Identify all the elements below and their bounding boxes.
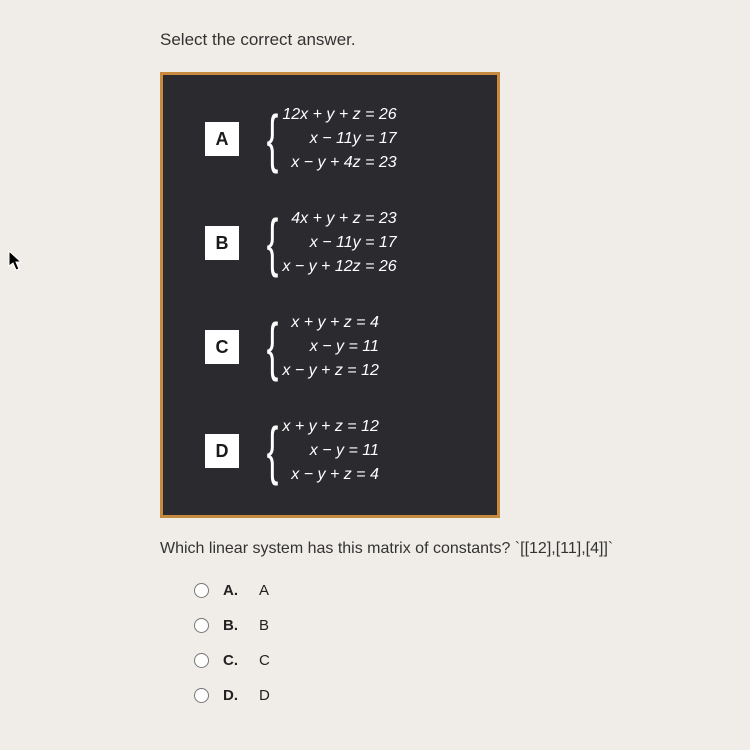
answer-letter: C.: [223, 652, 245, 669]
equation-line: x − 11y = 17: [282, 231, 396, 255]
answer-choice-a[interactable]: A. A: [194, 582, 750, 599]
option-b: B { 4x + y + z = 23 x − 11y = 17 x − y +…: [163, 207, 497, 279]
equation-line: x − y = 11: [282, 439, 379, 463]
equations: 12x + y + z = 26 x − 11y = 17 x − y + 4z…: [282, 103, 396, 175]
answer-letter: A.: [223, 582, 245, 599]
equations: x + y + z = 12 x − y = 11 x − y + z = 4: [282, 415, 379, 487]
equation-line: x − y = 11: [282, 335, 379, 359]
answer-value: C: [259, 652, 270, 669]
question-content: Select the correct answer. A { 12x + y +…: [0, 0, 750, 704]
equation-system: { x + y + z = 4 x − y = 11 x − y + z = 1…: [257, 311, 379, 383]
equation-line: x − 11y = 17: [282, 127, 396, 151]
option-a: A { 12x + y + z = 26 x − 11y = 17 x − y …: [163, 103, 497, 175]
equations: x + y + z = 4 x − y = 11 x − y + z = 12: [282, 311, 379, 383]
equation-line: x − y + 4z = 23: [282, 151, 396, 175]
answer-value: B: [259, 617, 269, 634]
option-label: D: [205, 434, 239, 468]
option-label: A: [205, 122, 239, 156]
radio-input[interactable]: [194, 583, 209, 598]
radio-input[interactable]: [194, 653, 209, 668]
equation-line: 12x + y + z = 26: [282, 103, 396, 127]
equation-line: x − y + 12z = 26: [282, 255, 396, 279]
options-panel: A { 12x + y + z = 26 x − 11y = 17 x − y …: [160, 72, 500, 518]
left-brace-icon: {: [267, 422, 279, 480]
equation-system: { x + y + z = 12 x − y = 11 x − y + z = …: [257, 415, 379, 487]
option-label: C: [205, 330, 239, 364]
prompt-text: Select the correct answer.: [160, 30, 750, 50]
answer-value: A: [259, 582, 269, 599]
equation-system: { 4x + y + z = 23 x − 11y = 17 x − y + 1…: [257, 207, 397, 279]
left-brace-icon: {: [267, 214, 279, 272]
option-c: C { x + y + z = 4 x − y = 11 x − y + z =…: [163, 311, 497, 383]
equation-line: 4x + y + z = 23: [282, 207, 396, 231]
answer-letter: D.: [223, 687, 245, 704]
answer-choice-c[interactable]: C. C: [194, 652, 750, 669]
option-d: D { x + y + z = 12 x − y = 11 x − y + z …: [163, 415, 497, 487]
answer-choices: A. A B. B C. C D. D: [160, 582, 750, 704]
answer-letter: B.: [223, 617, 245, 634]
equation-line: x + y + z = 12: [282, 415, 379, 439]
answer-choice-b[interactable]: B. B: [194, 617, 750, 634]
left-brace-icon: {: [267, 110, 279, 168]
equation-system: { 12x + y + z = 26 x − 11y = 17 x − y + …: [257, 103, 397, 175]
radio-input[interactable]: [194, 618, 209, 633]
equation-line: x − y + z = 4: [282, 463, 379, 487]
equation-line: x + y + z = 4: [282, 311, 379, 335]
radio-input[interactable]: [194, 688, 209, 703]
option-label: B: [205, 226, 239, 260]
equation-line: x − y + z = 12: [282, 359, 379, 383]
question-text: Which linear system has this matrix of c…: [160, 540, 750, 558]
answer-value: D: [259, 687, 270, 704]
equations: 4x + y + z = 23 x − 11y = 17 x − y + 12z…: [282, 207, 396, 279]
answer-choice-d[interactable]: D. D: [194, 687, 750, 704]
left-brace-icon: {: [267, 318, 279, 376]
